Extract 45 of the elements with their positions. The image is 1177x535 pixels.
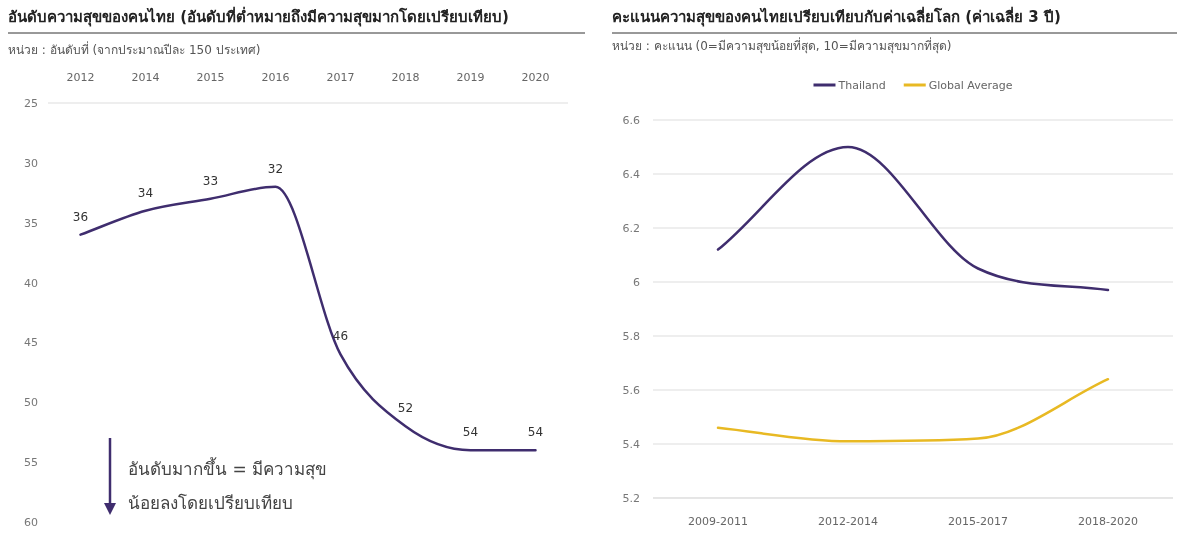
line-series [716, 377, 1110, 443]
y-tick-label: 45 [24, 336, 38, 350]
y-tick-label: 6 [633, 276, 640, 289]
x-tick-label: 2020 [521, 71, 550, 84]
y-tick-label: 35 [24, 216, 38, 230]
y-tick-label: 6.2 [622, 222, 640, 235]
chart-subtitle: หน่วย : อันดับที่ (จากประมาณปีละ 150 ประเทศ) [8, 41, 261, 57]
x-tick-label: 2019 [456, 71, 485, 84]
data-label: 54 [527, 425, 544, 440]
y-tick-label: 40 [24, 276, 38, 290]
chart-title: อันดับความสุขของคนไทย (อันดับที่ต่ำหมายถึงมีความสุขมากโดยเปรียบเทียบ) [8, 6, 509, 27]
x-tick-label: 2012 [66, 71, 95, 84]
y-tick-label: 30 [24, 156, 38, 170]
data-label: 54 [462, 425, 479, 440]
legend-label: Global Average [928, 79, 1013, 92]
x-tick-label: 2015 [196, 71, 225, 84]
x-tick-label: 2014 [131, 71, 160, 84]
data-label: 46 [332, 329, 349, 344]
data-label: 32 [267, 161, 284, 176]
x-tick-label: 2009-2011 [688, 515, 748, 528]
line-series [716, 145, 1110, 292]
chart-title: คะแนนความสุขของคนไทยเปรียบเทียบกับค่าเฉลี่ยโลก (ค่าเฉลี่ย 3 ปี) [612, 6, 1061, 27]
x-tick-label: 2017 [326, 71, 355, 84]
y-tick-label: 25 [24, 97, 38, 110]
y-tick-label: 6.4 [622, 168, 640, 181]
data-label: 52 [397, 401, 414, 416]
x-tick-label: 2012-2014 [818, 515, 878, 528]
data-label: 36 [72, 209, 89, 224]
y-tick-label: 6.6 [622, 114, 640, 127]
y-tick-label: 50 [24, 396, 38, 410]
data-label: 34 [137, 185, 154, 200]
x-tick-label: 2018-2020 [1078, 515, 1138, 528]
annotation: อันดับมากขึ้น = มีความสุข น้อยลงโดยเปรียบเทียบ [128, 456, 329, 515]
legend-label: Thailand [837, 79, 886, 92]
y-tick-label: 5.2 [622, 492, 640, 505]
y-tick-label: 5.8 [622, 330, 640, 343]
x-tick-label: 2018 [391, 71, 420, 84]
data-label: 33 [202, 173, 219, 188]
y-tick-label: 5.4 [622, 438, 640, 451]
x-tick-label: 2015-2017 [948, 515, 1008, 528]
chart-subtitle: หน่วย : คะแนน (0=มีความสุขน้อยที่สุด, 10=มีความสุขมากที่สุด) [612, 37, 952, 54]
y-tick-label: 55 [24, 456, 38, 470]
y-tick-label: 60 [24, 516, 38, 529]
x-tick-label: 2016 [261, 71, 290, 84]
y-tick-label: 5.6 [622, 384, 640, 397]
